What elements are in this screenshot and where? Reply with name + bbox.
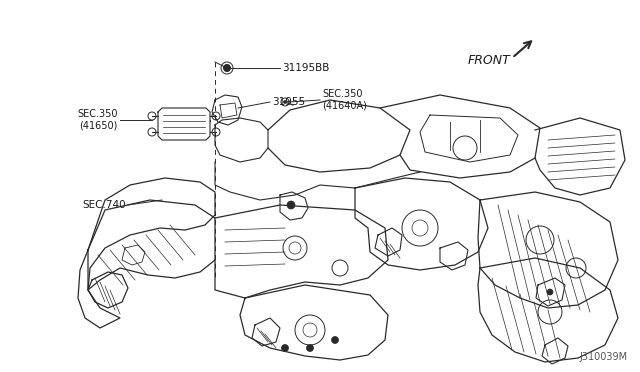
Text: SEC.350
(41640A): SEC.350 (41640A) — [322, 89, 367, 111]
Text: 31195BB: 31195BB — [282, 63, 330, 73]
Text: FRONT: FRONT — [468, 54, 511, 67]
Circle shape — [332, 337, 339, 343]
Circle shape — [287, 201, 295, 209]
Circle shape — [547, 289, 553, 295]
Text: J310039M: J310039M — [580, 352, 628, 362]
Circle shape — [307, 344, 314, 352]
Circle shape — [284, 100, 287, 103]
Text: SEC.740: SEC.740 — [83, 200, 126, 210]
Circle shape — [282, 344, 289, 352]
Circle shape — [223, 64, 230, 71]
Text: 31955: 31955 — [272, 97, 305, 107]
Text: SEC.350
(41650): SEC.350 (41650) — [77, 109, 118, 131]
